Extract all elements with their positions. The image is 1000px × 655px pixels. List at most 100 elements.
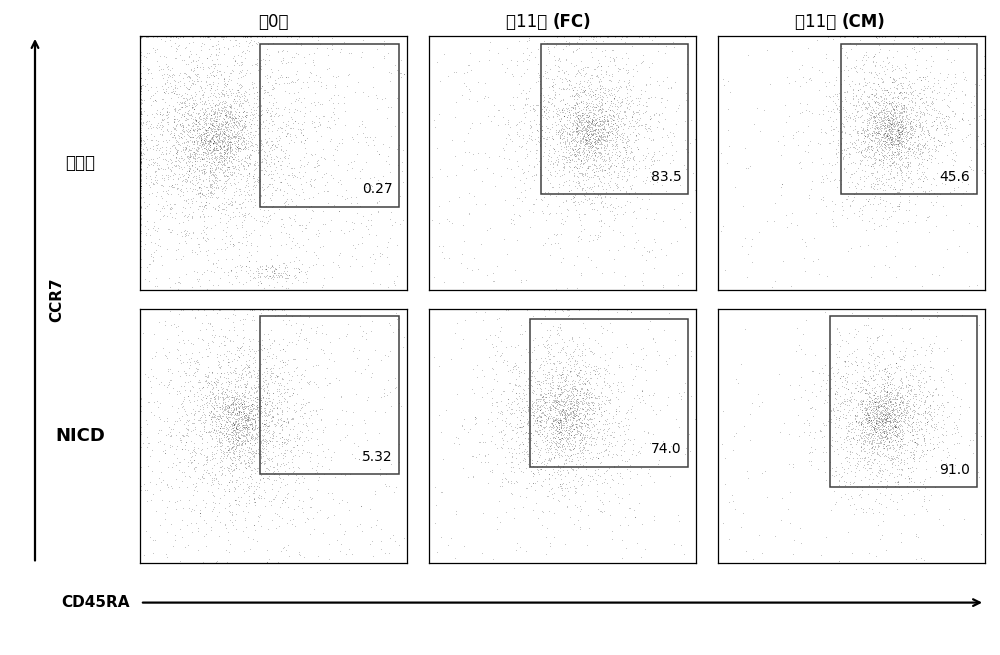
Point [593,61,609,71]
Point [224,392,240,403]
Point [485,364,501,375]
Point [221,325,237,335]
Point [885,103,901,114]
Point [196,153,212,164]
Point [249,429,265,440]
Point [135,117,151,127]
Point [561,40,577,50]
Point [536,422,552,433]
Point [609,95,625,105]
Point [218,409,234,420]
Point [905,117,921,127]
Point [266,265,282,276]
Point [615,113,631,124]
Point [528,425,544,436]
Point [916,491,932,501]
Point [222,429,238,440]
Point [190,176,206,187]
Point [878,174,894,184]
Point [877,450,893,460]
Point [828,428,844,438]
Point [900,153,916,164]
Point [187,466,203,476]
Point [847,411,863,421]
Point [550,381,566,391]
Point [188,447,204,458]
Point [888,159,904,169]
Point [133,105,149,116]
Point [925,390,941,400]
Point [878,440,894,451]
Point [554,409,570,419]
Point [569,394,585,404]
Point [542,455,558,466]
Point [205,138,221,149]
Point [216,405,232,415]
Point [260,39,276,49]
Point [287,77,303,88]
Point [147,167,163,178]
Point [843,423,859,434]
Point [616,142,632,153]
Point [133,157,149,168]
Point [602,394,618,405]
Point [870,109,886,119]
Point [858,410,874,421]
Point [503,477,519,488]
Point [863,135,879,145]
Point [186,368,202,379]
Point [589,134,605,145]
Point [926,443,942,453]
Point [609,132,625,142]
Point [946,86,962,96]
Point [266,335,282,346]
Point [261,395,277,405]
Point [227,161,243,172]
Point [517,112,533,122]
Point [836,64,852,75]
Point [218,404,234,415]
Point [558,195,574,205]
Point [562,146,578,157]
Point [236,94,252,105]
Point [613,113,629,124]
Point [223,67,239,78]
Point [939,100,955,111]
Point [862,432,878,443]
Point [874,95,890,105]
Point [236,133,252,143]
Point [386,487,402,497]
Point [228,423,244,434]
Point [547,60,563,70]
Point [277,102,293,112]
Point [881,98,897,109]
Point [542,64,558,74]
Point [265,426,281,437]
Point [256,403,272,413]
Point [145,122,161,133]
Point [373,354,389,365]
Point [803,459,819,470]
Point [593,407,609,417]
Point [199,70,215,81]
Point [257,403,273,413]
Point [211,47,227,58]
Point [568,398,584,408]
Point [210,157,226,167]
Point [252,114,268,124]
Point [942,96,958,106]
Point [586,180,602,191]
Point [253,100,269,111]
Point [309,43,325,54]
Point [851,78,867,88]
Point [266,403,282,413]
Point [223,403,239,413]
Point [614,441,630,451]
Point [273,145,289,155]
Point [918,215,934,225]
Point [200,151,216,161]
Point [863,417,879,428]
Point [328,373,344,383]
Point [831,88,847,99]
Point [177,542,193,552]
